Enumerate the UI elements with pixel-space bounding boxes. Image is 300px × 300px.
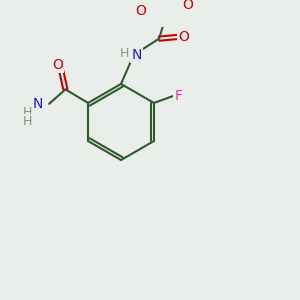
Text: H: H	[23, 106, 32, 119]
Text: F: F	[174, 89, 182, 103]
Text: O: O	[183, 0, 194, 12]
Text: H: H	[120, 46, 129, 60]
Text: O: O	[52, 58, 63, 72]
Text: O: O	[178, 30, 189, 44]
Text: N: N	[131, 48, 142, 62]
Text: O: O	[136, 4, 146, 19]
Text: N: N	[33, 97, 44, 111]
Text: H: H	[23, 116, 32, 128]
